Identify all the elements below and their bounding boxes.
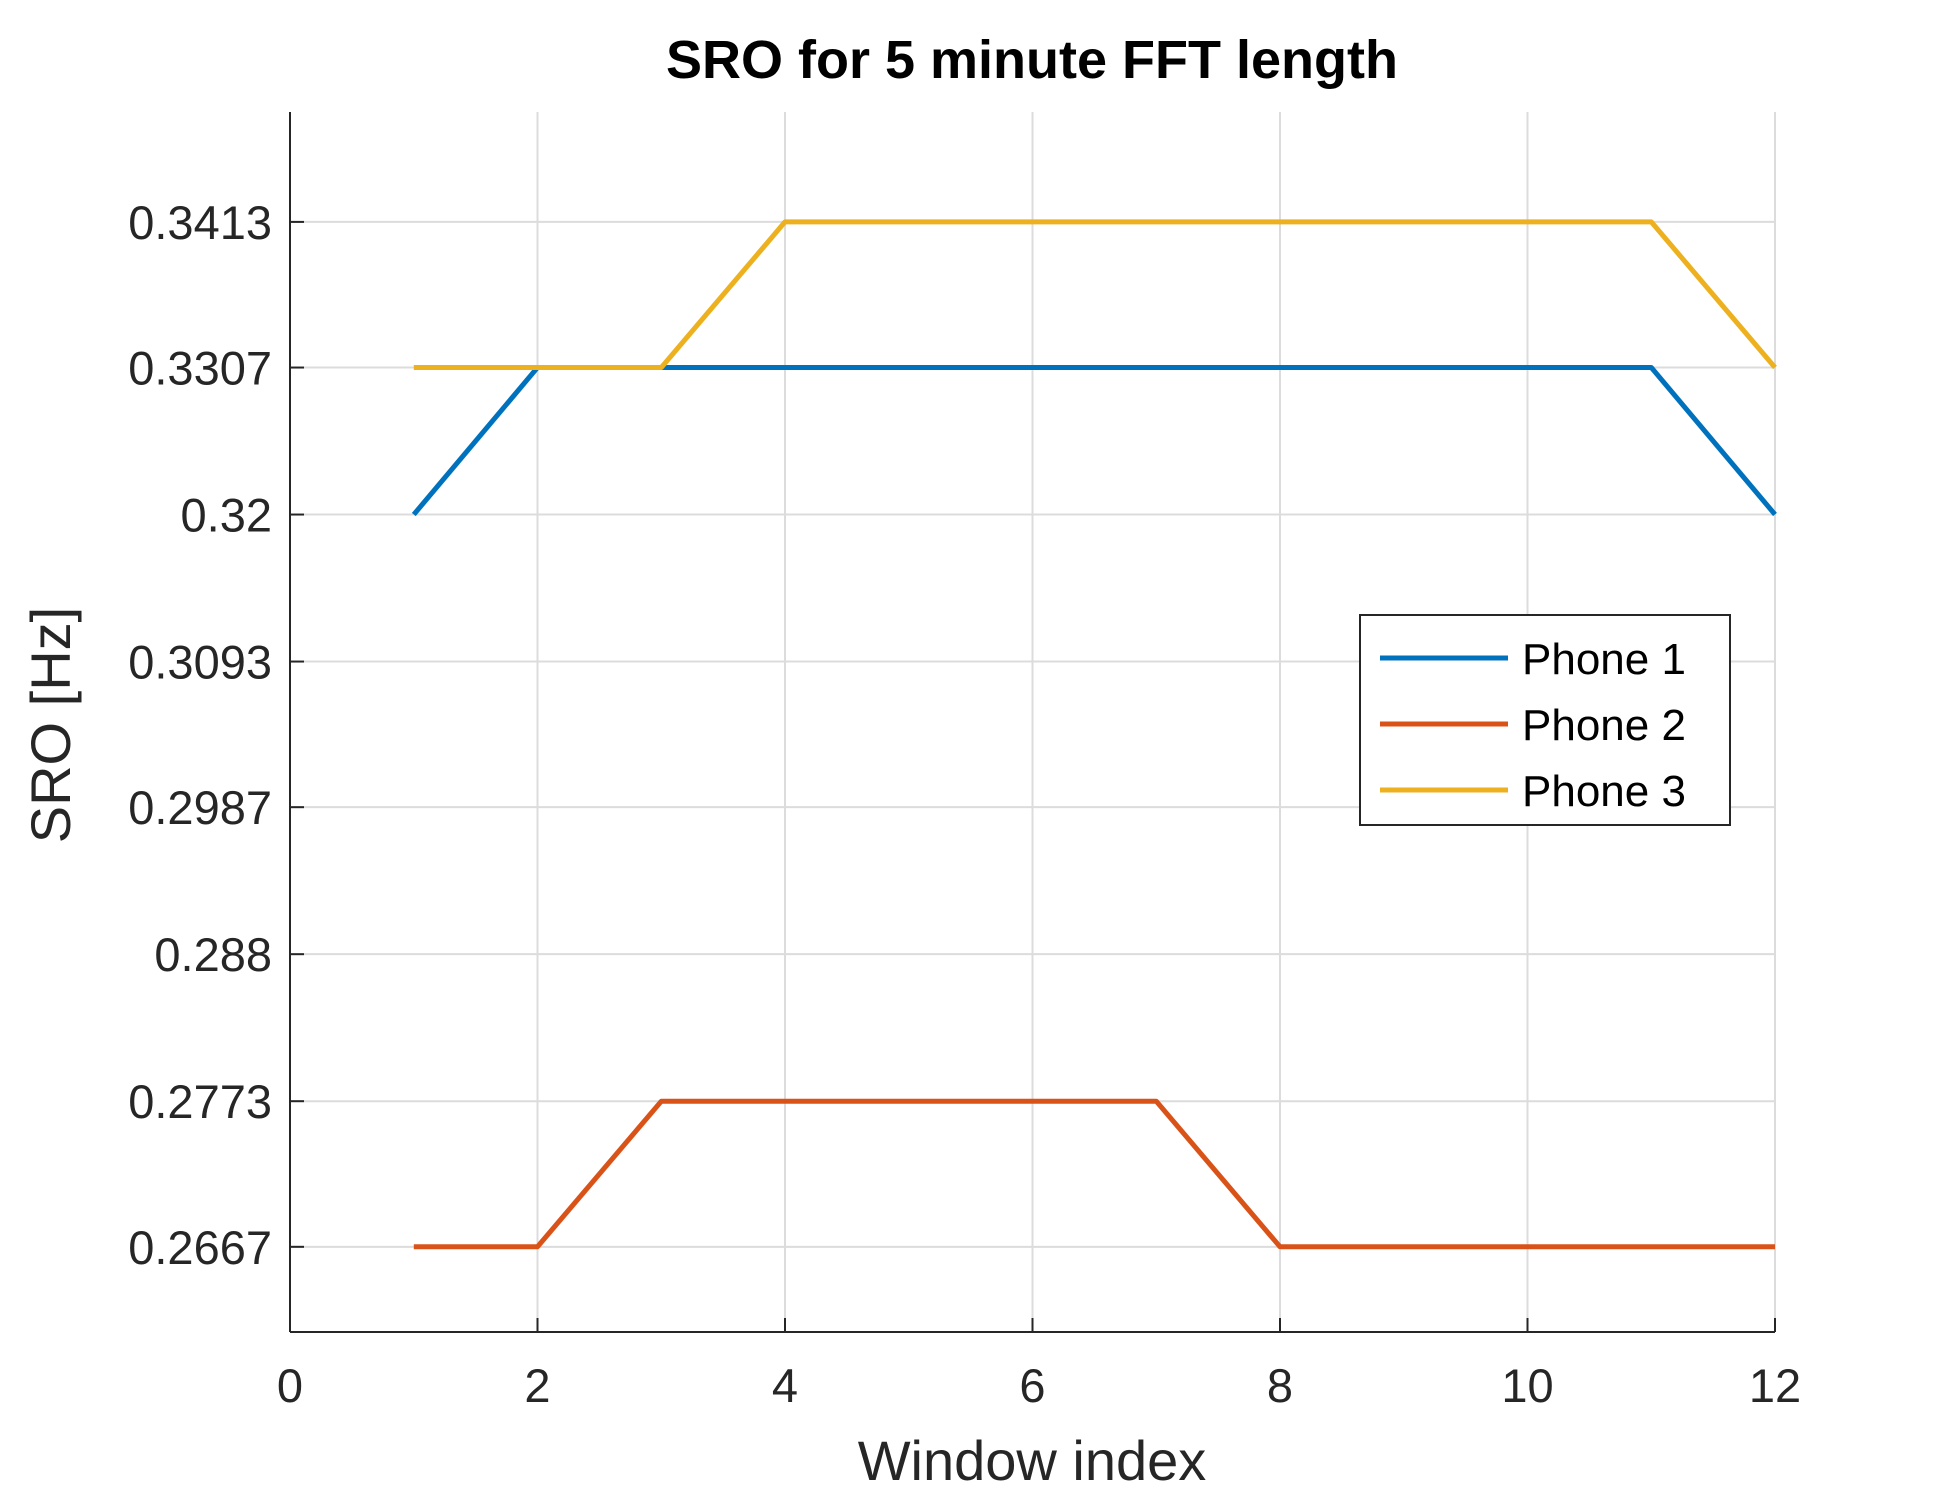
y-tick-label: 0.2667	[128, 1221, 272, 1274]
series-line-phone-2	[413, 1098, 1775, 1250]
tick-marks	[289, 220, 1776, 1332]
x-tick-label: 6	[1019, 1359, 1045, 1412]
series-line-phone-3	[413, 219, 1777, 370]
x-tick-label: 4	[772, 1359, 798, 1412]
x-tick-label: 0	[277, 1359, 303, 1412]
y-tick-label: 0.3307	[128, 342, 272, 395]
x-tick-label: 10	[1501, 1359, 1553, 1412]
y-tick-label: 0.3413	[128, 196, 272, 249]
y-tick-labels: 0.2667 0.2773 0.288 0.2987 0.3093 0.32 0.3307 0…	[128, 196, 272, 1274]
y-tick-label: 0.32	[181, 489, 272, 542]
x-tick-label: 2	[524, 1359, 550, 1412]
x-tick-label: 8	[1267, 1359, 1293, 1412]
legend-entry-label: Phone 2	[1522, 701, 1686, 750]
series-line-phone-1	[411, 365, 1777, 517]
y-tick-label: 0.2773	[128, 1075, 272, 1128]
x-tick-label: 12	[1749, 1359, 1801, 1412]
legend: Phone 1 Phone 2 Phone 3	[1359, 614, 1731, 826]
series-lines	[411, 219, 1777, 1250]
y-axis-label: SRO [Hz]	[19, 607, 82, 843]
y-tick-label: 0.2987	[128, 781, 272, 834]
x-axis-label: Window index	[858, 1429, 1207, 1492]
chart-title: SRO for 5 minute FFT length	[666, 30, 1398, 90]
legend-entry-label: Phone 1	[1522, 635, 1686, 684]
y-tick-label: 0.3093	[128, 636, 272, 689]
legend-entry-label: Phone 3	[1522, 767, 1686, 816]
y-tick-label: 0.288	[154, 928, 272, 981]
x-tick-labels: 0 2 4 6 8 10 12	[277, 1359, 1801, 1412]
